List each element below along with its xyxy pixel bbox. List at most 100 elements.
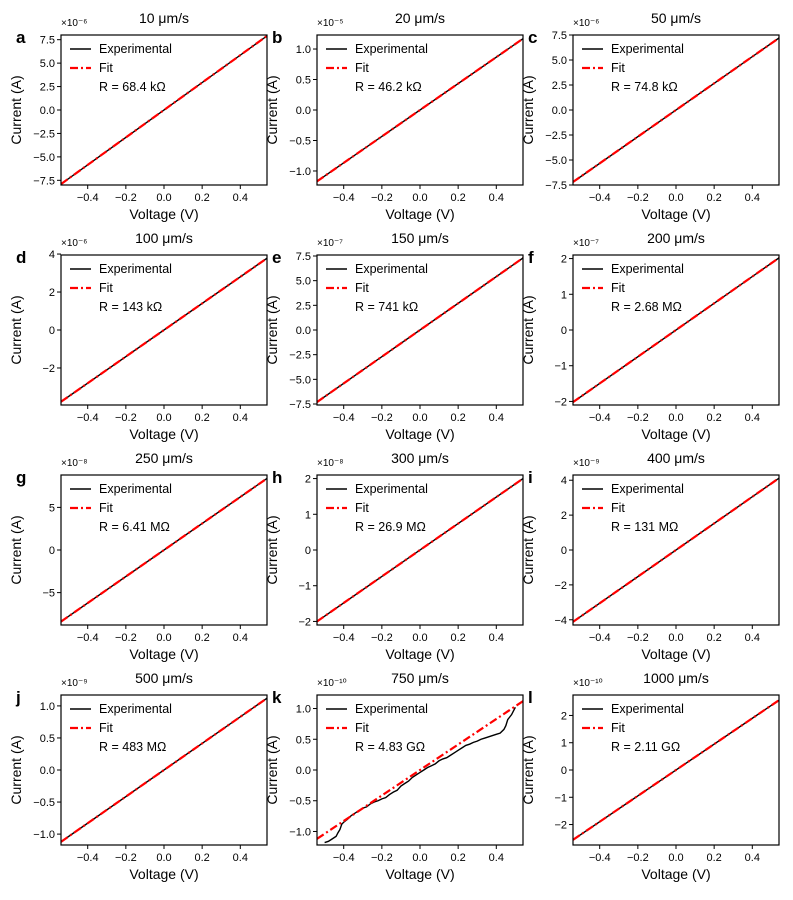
y-tick-label: −7.5	[545, 180, 567, 192]
x-tick-label: −0.2	[115, 852, 137, 864]
axis-multiplier: ×10⁻⁹	[573, 458, 600, 469]
y-tick-label: 0.0	[296, 105, 311, 117]
y-tick-label: 1.0	[296, 44, 311, 56]
legend-experimental-label: Experimental	[355, 482, 428, 496]
x-tick-label: 0.2	[706, 412, 721, 424]
resistance-annotation: R = 483 MΩ	[99, 740, 166, 754]
panel-title: 150 μm/s	[391, 230, 449, 246]
axis-multiplier: ×10⁻⁷	[317, 238, 343, 249]
y-tick-label: −1.0	[289, 826, 311, 838]
x-tick-label: −0.4	[77, 632, 99, 644]
x-axis-label: Voltage (V)	[129, 426, 198, 442]
y-tick-label: −2.5	[33, 128, 55, 140]
x-tick-label: −0.2	[371, 412, 393, 424]
y-tick-label: −1	[554, 361, 567, 373]
panel-letter: e	[272, 248, 281, 267]
panel-c: c 50 μm/s ×10⁻⁶ −0.4 −0.2 0.0 0.2 0.4 −7.5 −5.0 −2…	[520, 10, 780, 222]
y-tick-label: −0.5	[289, 796, 311, 808]
y-tick-label: −7.5	[289, 399, 311, 411]
y-tick-label: 2	[561, 254, 567, 266]
x-tick-label: 0.0	[412, 852, 427, 864]
legend: Experimental Fit R = 143 kΩ	[70, 262, 172, 314]
y-tick-label: 0	[49, 545, 55, 557]
legend-experimental-label: Experimental	[611, 262, 684, 276]
legend-fit-label: Fit	[99, 281, 113, 295]
legend-fit-label: Fit	[611, 281, 625, 295]
legend-experimental-label: Experimental	[355, 702, 428, 716]
x-axis-label: Voltage (V)	[385, 426, 454, 442]
x-tick-label: 0.2	[706, 632, 721, 644]
y-tick-label: 1.0	[296, 704, 311, 716]
y-tick-label: 5.0	[40, 58, 55, 70]
x-tick-label: −0.2	[115, 632, 137, 644]
resistance-annotation: R = 68.4 kΩ	[99, 80, 166, 94]
legend-experimental-label: Experimental	[355, 262, 428, 276]
x-tick-label: 0.2	[450, 632, 465, 644]
x-tick-label: −0.4	[333, 632, 355, 644]
y-tick-label: 0	[561, 765, 567, 777]
panel-letter: l	[528, 688, 533, 707]
legend-fit-label: Fit	[99, 501, 113, 515]
legend-experimental-label: Experimental	[99, 262, 172, 276]
y-axis-label: Current (A)	[8, 735, 24, 804]
y-tick-label: 0.5	[296, 734, 311, 746]
x-axis-label: Voltage (V)	[385, 206, 454, 222]
y-tick-label: 5.0	[296, 276, 311, 288]
x-axis-label: Voltage (V)	[129, 206, 198, 222]
panel-title: 400 μm/s	[647, 450, 705, 466]
x-tick-label: 0.0	[412, 412, 427, 424]
fit-line	[573, 699, 779, 841]
x-tick-label: 0.4	[489, 192, 504, 204]
fit-line	[61, 697, 267, 843]
y-tick-label: 2.5	[40, 82, 55, 94]
x-tick-label: −0.4	[589, 632, 611, 644]
x-tick-label: −0.2	[115, 412, 137, 424]
x-tick-label: 0.0	[156, 632, 171, 644]
legend-experimental-label: Experimental	[99, 482, 172, 496]
x-tick-label: 0.4	[233, 192, 248, 204]
resistance-annotation: R = 46.2 kΩ	[355, 80, 422, 94]
legend: Experimental Fit R = 6.41 MΩ	[70, 482, 172, 534]
x-tick-label: 0.0	[668, 192, 683, 204]
panel-letter: c	[528, 28, 537, 47]
y-tick-label: 4	[561, 475, 567, 487]
y-tick-label: 0.5	[296, 75, 311, 87]
x-tick-label: −0.4	[589, 412, 611, 424]
legend: Experimental Fit R = 741 kΩ	[326, 262, 428, 314]
panel-letter: f	[528, 248, 534, 267]
legend-fit-label: Fit	[611, 721, 625, 735]
x-tick-label: −0.2	[115, 192, 137, 204]
fit-line	[317, 700, 523, 840]
x-tick-label: 0.4	[233, 852, 248, 864]
panel-title: 10 μm/s	[139, 10, 189, 26]
y-tick-label: 5.0	[552, 55, 567, 67]
panel-k: k 750 μm/s ×10⁻¹⁰ −0.4 −0.2 0.0 0.2 0.4 −1.0 −0.5…	[264, 670, 524, 882]
panel-l: l 1000 μm/s ×10⁻¹⁰ −0.4 −0.2 0.0 0.2 0.4 −2 −1 0 1 2…	[520, 670, 780, 882]
legend-fit-label: Fit	[355, 721, 369, 735]
legend-fit-label: Fit	[355, 501, 369, 515]
y-tick-label: −1.0	[33, 829, 55, 841]
resistance-annotation: R = 143 kΩ	[99, 300, 162, 314]
panel-title: 20 μm/s	[395, 10, 445, 26]
x-tick-label: 0.4	[745, 852, 760, 864]
x-tick-label: −0.2	[627, 192, 649, 204]
x-axis-label: Voltage (V)	[641, 866, 710, 882]
legend-experimental-label: Experimental	[611, 42, 684, 56]
panel-title: 50 μm/s	[651, 10, 701, 26]
x-tick-label: 0.2	[450, 852, 465, 864]
y-axis-label: Current (A)	[520, 295, 536, 364]
x-tick-label: −0.2	[627, 412, 649, 424]
fit-line	[573, 37, 779, 183]
axis-multiplier: ×10⁻⁷	[573, 238, 599, 249]
y-tick-label: 2.5	[552, 80, 567, 92]
legend-experimental-label: Experimental	[99, 702, 172, 716]
x-tick-label: −0.2	[371, 852, 393, 864]
y-tick-label: 0.5	[40, 733, 55, 745]
y-tick-label: −5.0	[289, 374, 311, 386]
y-tick-label: 0.0	[40, 765, 55, 777]
x-tick-label: 0.2	[706, 852, 721, 864]
axis-multiplier: ×10⁻⁹	[61, 678, 88, 689]
panel-title: 750 μm/s	[391, 670, 449, 686]
y-tick-label: 2	[305, 474, 311, 486]
